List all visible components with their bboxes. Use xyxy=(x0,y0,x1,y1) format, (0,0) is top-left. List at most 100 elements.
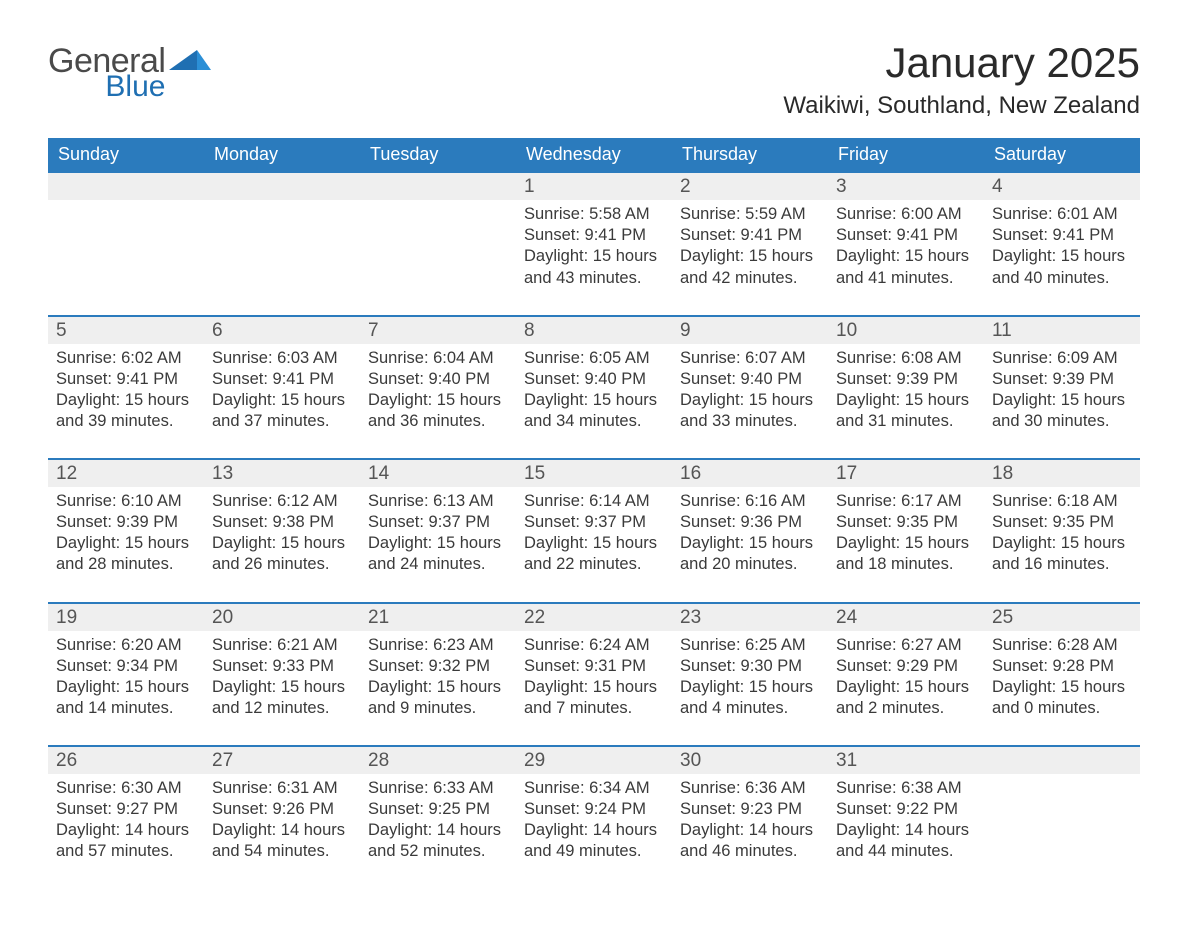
sunset-text: Sunset: 9:41 PM xyxy=(524,225,664,246)
sunset-text: Sunset: 9:41 PM xyxy=(836,225,976,246)
daylight-text: Daylight: 15 hours and 37 minutes. xyxy=(212,390,352,432)
sunrise-text: Sunrise: 6:24 AM xyxy=(524,635,664,656)
day-body: Sunrise: 6:04 AMSunset: 9:40 PMDaylight:… xyxy=(360,344,516,458)
date-number: 30 xyxy=(672,745,828,774)
date-number: 27 xyxy=(204,745,360,774)
dow-cell: Saturday xyxy=(984,138,1140,171)
week-row: 19Sunrise: 6:20 AMSunset: 9:34 PMDayligh… xyxy=(48,602,1140,745)
day-cell: 3Sunrise: 6:00 AMSunset: 9:41 PMDaylight… xyxy=(828,171,984,314)
calendar: SundayMondayTuesdayWednesdayThursdayFrid… xyxy=(48,138,1140,888)
day-cell: 2Sunrise: 5:59 AMSunset: 9:41 PMDaylight… xyxy=(672,171,828,314)
sunrise-text: Sunrise: 6:20 AM xyxy=(56,635,196,656)
daylight-text: Daylight: 15 hours and 18 minutes. xyxy=(836,533,976,575)
daylight-text: Daylight: 15 hours and 34 minutes. xyxy=(524,390,664,432)
day-cell: 6 Sunrise: 6:03 AMSunset: 9:41 PMDaylight… xyxy=(204,315,360,458)
day-cell: 23Sunrise: 6:25 AMSunset: 9:30 PMDayligh… xyxy=(672,602,828,745)
sunset-text: Sunset: 9:36 PM xyxy=(680,512,820,533)
sunrise-text: Sunrise: 6:33 AM xyxy=(368,778,508,799)
sunset-text: Sunset: 9:22 PM xyxy=(836,799,976,820)
sunrise-text: Sunrise: 6:16 AM xyxy=(680,491,820,512)
sunrise-text: Sunrise: 6:28 AM xyxy=(992,635,1132,656)
date-number: 20 xyxy=(204,602,360,631)
week-row: 1Sunrise: 5:58 AMSunset: 9:41 PMDaylight… xyxy=(48,171,1140,314)
day-cell: 18Sunrise: 6:18 AMSunset: 9:35 PMDayligh… xyxy=(984,458,1140,601)
week-row: 12Sunrise: 6:10 AMSunset: 9:39 PMDayligh… xyxy=(48,458,1140,601)
date-number: 8 xyxy=(516,315,672,344)
date-number: 4 xyxy=(984,171,1140,200)
daylight-text: Daylight: 15 hours and 14 minutes. xyxy=(56,677,196,719)
day-body: Sunrise: 6:34 AMSunset: 9:24 PMDaylight:… xyxy=(516,774,672,888)
day-cell: 16Sunrise: 6:16 AMSunset: 9:36 PMDayligh… xyxy=(672,458,828,601)
dow-cell: Friday xyxy=(828,138,984,171)
daylight-text: Daylight: 14 hours and 54 minutes. xyxy=(212,820,352,862)
day-cell: 27Sunrise: 6:31 AMSunset: 9:26 PMDayligh… xyxy=(204,745,360,888)
day-body xyxy=(204,200,360,312)
day-body xyxy=(984,774,1140,886)
date-number: 19 xyxy=(48,602,204,631)
sunrise-text: Sunrise: 6:12 AM xyxy=(212,491,352,512)
sunset-text: Sunset: 9:41 PM xyxy=(56,369,196,390)
day-cell: 4Sunrise: 6:01 AMSunset: 9:41 PMDaylight… xyxy=(984,171,1140,314)
daylight-text: Daylight: 15 hours and 33 minutes. xyxy=(680,390,820,432)
sunrise-text: Sunrise: 6:03 AM xyxy=(212,348,352,369)
sunrise-text: Sunrise: 6:30 AM xyxy=(56,778,196,799)
sunset-text: Sunset: 9:31 PM xyxy=(524,656,664,677)
day-cell: 13Sunrise: 6:12 AMSunset: 9:38 PMDayligh… xyxy=(204,458,360,601)
sunrise-text: Sunrise: 6:25 AM xyxy=(680,635,820,656)
date-number: 1 xyxy=(516,171,672,200)
sunset-text: Sunset: 9:39 PM xyxy=(56,512,196,533)
sunset-text: Sunset: 9:37 PM xyxy=(368,512,508,533)
day-cell: 20Sunrise: 6:21 AMSunset: 9:33 PMDayligh… xyxy=(204,602,360,745)
dow-cell: Thursday xyxy=(672,138,828,171)
daylight-text: Daylight: 14 hours and 46 minutes. xyxy=(680,820,820,862)
day-cell: 7Sunrise: 6:04 AMSunset: 9:40 PMDaylight… xyxy=(360,315,516,458)
day-cell: 11Sunrise: 6:09 AMSunset: 9:39 PMDayligh… xyxy=(984,315,1140,458)
day-body: Sunrise: 6:17 AMSunset: 9:35 PMDaylight:… xyxy=(828,487,984,601)
day-cell xyxy=(984,745,1140,888)
daylight-text: Daylight: 15 hours and 22 minutes. xyxy=(524,533,664,575)
date-number: 26 xyxy=(48,745,204,774)
date-number: 22 xyxy=(516,602,672,631)
sunrise-text: Sunrise: 6:23 AM xyxy=(368,635,508,656)
day-cell xyxy=(360,171,516,314)
daylight-text: Daylight: 15 hours and 9 minutes. xyxy=(368,677,508,719)
day-body: Sunrise: 6:00 AMSunset: 9:41 PMDaylight:… xyxy=(828,200,984,314)
dow-cell: Wednesday xyxy=(516,138,672,171)
day-body: Sunrise: 6:09 AMSunset: 9:39 PMDaylight:… xyxy=(984,344,1140,458)
sunset-text: Sunset: 9:41 PM xyxy=(212,369,352,390)
day-cell: 24Sunrise: 6:27 AMSunset: 9:29 PMDayligh… xyxy=(828,602,984,745)
day-cell: 8Sunrise: 6:05 AMSunset: 9:40 PMDaylight… xyxy=(516,315,672,458)
sunset-text: Sunset: 9:35 PM xyxy=(992,512,1132,533)
daylight-text: Daylight: 15 hours and 4 minutes. xyxy=(680,677,820,719)
daylight-text: Daylight: 14 hours and 44 minutes. xyxy=(836,820,976,862)
sunset-text: Sunset: 9:28 PM xyxy=(992,656,1132,677)
flag-icon xyxy=(169,50,211,78)
date-number: 25 xyxy=(984,602,1140,631)
date-number: 15 xyxy=(516,458,672,487)
sunrise-text: Sunrise: 6:36 AM xyxy=(680,778,820,799)
sunrise-text: Sunrise: 6:10 AM xyxy=(56,491,196,512)
sunset-text: Sunset: 9:37 PM xyxy=(524,512,664,533)
day-body: Sunrise: 6:07 AMSunset: 9:40 PMDaylight:… xyxy=(672,344,828,458)
day-body: Sunrise: 6:30 AMSunset: 9:27 PMDaylight:… xyxy=(48,774,204,888)
daylight-text: Daylight: 15 hours and 41 minutes. xyxy=(836,246,976,288)
day-body: Sunrise: 6:10 AMSunset: 9:39 PMDaylight:… xyxy=(48,487,204,601)
day-body xyxy=(48,200,204,312)
date-number: 13 xyxy=(204,458,360,487)
day-of-week-header: SundayMondayTuesdayWednesdayThursdayFrid… xyxy=(48,138,1140,171)
date-number: 6 xyxy=(204,315,360,344)
daylight-text: Daylight: 14 hours and 52 minutes. xyxy=(368,820,508,862)
sunset-text: Sunset: 9:41 PM xyxy=(992,225,1132,246)
date-number: 28 xyxy=(360,745,516,774)
sunset-text: Sunset: 9:40 PM xyxy=(524,369,664,390)
day-cell: 9Sunrise: 6:07 AMSunset: 9:40 PMDaylight… xyxy=(672,315,828,458)
daylight-text: Daylight: 14 hours and 57 minutes. xyxy=(56,820,196,862)
sunrise-text: Sunrise: 6:34 AM xyxy=(524,778,664,799)
sunset-text: Sunset: 9:30 PM xyxy=(680,656,820,677)
date-number: 3 xyxy=(828,171,984,200)
day-cell: 19Sunrise: 6:20 AMSunset: 9:34 PMDayligh… xyxy=(48,602,204,745)
sunset-text: Sunset: 9:32 PM xyxy=(368,656,508,677)
day-body: Sunrise: 6:25 AMSunset: 9:30 PMDaylight:… xyxy=(672,631,828,745)
day-body: Sunrise: 6:38 AMSunset: 9:22 PMDaylight:… xyxy=(828,774,984,888)
daylight-text: Daylight: 15 hours and 26 minutes. xyxy=(212,533,352,575)
